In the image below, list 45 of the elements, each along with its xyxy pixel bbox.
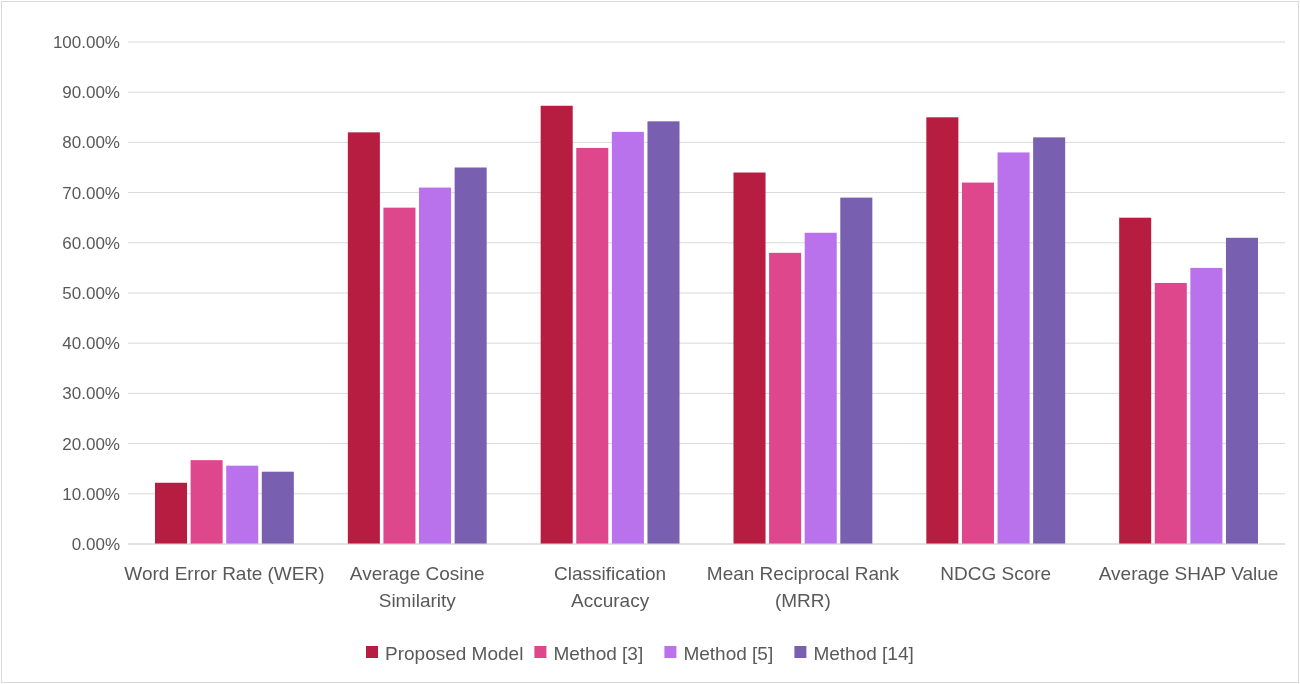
y-tick-label: 80.00%: [62, 133, 120, 153]
legend-label: Method [5]: [683, 642, 774, 664]
bar: [576, 147, 609, 544]
bar: [840, 197, 873, 544]
bar: [804, 232, 837, 544]
bar: [454, 167, 487, 544]
bar: [1154, 282, 1187, 544]
bar: [647, 121, 680, 544]
bar: [961, 182, 994, 544]
bar: [1190, 267, 1223, 544]
y-tick-label: 0.00%: [71, 534, 120, 554]
bar: [190, 460, 223, 544]
bar: [926, 117, 959, 544]
bar: [611, 131, 644, 544]
x-tick-label: Classification Accuracy: [554, 563, 667, 611]
bar: [155, 482, 188, 544]
y-tick-label: 90.00%: [62, 83, 120, 103]
bar: [347, 132, 380, 544]
bar: [261, 471, 294, 544]
x-tick-label: Word Error Rate (WER): [124, 563, 325, 584]
y-tick-label: 70.00%: [62, 183, 120, 203]
bar: [1225, 237, 1258, 544]
bar: [1119, 217, 1152, 544]
y-tick-label: 30.00%: [62, 384, 120, 404]
legend-label: Method [14]: [813, 642, 914, 664]
y-tick-label: 60.00%: [62, 233, 120, 253]
x-tick-label: NDCG Score: [940, 563, 1052, 584]
y-tick-label: 10.00%: [62, 484, 120, 504]
y-tick-label: 20.00%: [62, 434, 120, 454]
legend-label: Proposed Model: [385, 642, 524, 664]
bar: [226, 465, 259, 544]
bar: [540, 105, 573, 544]
y-tick-label: 50.00%: [62, 283, 120, 303]
legend-label: Method [3]: [553, 642, 644, 664]
y-tick-label: 40.00%: [62, 334, 120, 354]
bar: [383, 207, 416, 544]
bar: [733, 172, 766, 544]
bar: [1033, 137, 1066, 544]
y-tick-label: 100.00%: [52, 32, 120, 52]
bar: [997, 152, 1030, 544]
bar: [419, 187, 452, 544]
x-tick-label: Average Cosine Similarity: [349, 563, 485, 611]
bar: [769, 252, 802, 544]
x-tick-label: Mean Reciprocal Rank (MRR): [706, 563, 900, 611]
x-tick-label: Average SHAP Value: [1098, 563, 1279, 584]
